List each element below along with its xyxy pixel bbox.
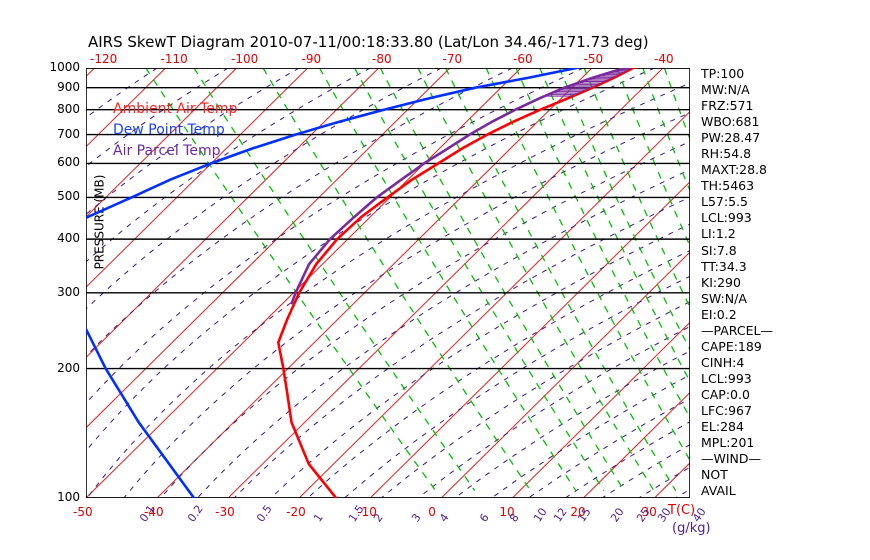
mixing-ratio-tick: 0.5 (254, 502, 275, 525)
sounding-parameters-panel: TP:100 MW:N/A FRZ:571 WBO:681 PW:28.47 RH:54.… (701, 66, 861, 499)
pressure-tick: 600 (57, 155, 80, 170)
skewt-svg (86, 68, 690, 498)
mixing-ratio-tick: 20 (607, 505, 627, 525)
top-temp-tick: -40 (654, 52, 674, 66)
panel-row: CAPE:189 (701, 338, 762, 354)
legend-item: Dew Point Temp (113, 122, 225, 138)
panel-row: —PARCEL— (701, 322, 773, 338)
panel-row: TP:100 (701, 66, 745, 81)
panel-row: MW:N/A (701, 82, 750, 98)
page-title: AIRS SkewT Diagram 2010-07-11/00:18:33.8… (88, 33, 649, 51)
panel-row: SI:7.8 (701, 242, 737, 258)
top-temp-tick: -120 (90, 52, 118, 66)
mixing-ratio-tick: 1 (310, 511, 326, 525)
top-temp-tick: -70 (442, 52, 463, 66)
bottom-temp-tick: 10 (499, 505, 515, 519)
bottom-temp-tick: -40 (144, 505, 164, 519)
panel-row: FRZ:571 (701, 98, 754, 114)
bottom-temp-tick: -10 (357, 505, 377, 519)
panel-row: LCL:993 (701, 210, 752, 226)
panel-row: KI:290 (701, 274, 741, 290)
panel-row: TH:5463 (701, 178, 755, 194)
pressure-tick: 900 (57, 79, 80, 94)
top-temp-tick: -90 (301, 52, 322, 66)
panel-row: LFC:967 (701, 402, 752, 418)
x-axis-title-mix: (g/kg) (672, 521, 711, 536)
bottom-temp-tick: -30 (215, 505, 235, 519)
bottom-temp-tick: -50 (73, 505, 93, 519)
pressure-tick: 300 (57, 284, 80, 299)
pressure-tick: 200 (57, 360, 80, 375)
mixing-ratio-tick: 4 (436, 511, 452, 525)
pressure-tick: 1000 (49, 60, 80, 74)
bottom-temp-tick: -20 (286, 505, 306, 519)
panel-row: LI:1.2 (701, 226, 736, 242)
bottom-temp-tick: 20 (570, 505, 586, 519)
top-temp-tick: -80 (372, 52, 392, 66)
panel-row: L57:5.5 (701, 194, 748, 210)
panel-row: LCL:993 (701, 370, 752, 386)
mixing-ratio-tick: 2 (371, 511, 386, 525)
panel-row: MPL:201 (701, 435, 755, 451)
pressure-tick: 500 (57, 189, 80, 204)
top-temp-tick: -100 (231, 52, 259, 66)
top-temp-tick: -110 (160, 52, 188, 66)
mixing-ratio-tick: 12 (550, 505, 570, 525)
pressure-tick: 400 (57, 231, 80, 246)
panel-row: PW:28.47 (701, 130, 761, 146)
panel-row: TT:34.3 (701, 258, 747, 274)
mixing-ratio-tick: 6 (477, 511, 492, 525)
panel-row: SW:N/A (701, 290, 747, 306)
mixing-ratio-tick: 8 (506, 511, 522, 525)
panel-row: WBO:681 (701, 114, 760, 130)
pressure-tick: 100 (57, 490, 80, 504)
plot-area (86, 68, 690, 498)
panel-row: CINH:4 (701, 354, 745, 370)
pressure-tick: 800 (57, 101, 80, 116)
panel-row: NOT (701, 467, 728, 483)
panel-row: EL:284 (701, 419, 744, 435)
legend-item: Ambient Air Temp (113, 101, 238, 117)
x-axis-title-temp: T(C) (668, 503, 696, 518)
top-temp-tick: -60 (513, 52, 533, 66)
panel-row: CAP:0.0 (701, 386, 750, 402)
legend-item: Air Parcel Temp (113, 143, 221, 159)
panel-row: AVAIL (701, 483, 736, 499)
pressure-tick: 700 (57, 126, 80, 141)
panel-row: RH:54.8 (701, 146, 752, 162)
mixing-ratio-tick: 3 (408, 511, 424, 525)
bottom-temp-tick: 0 (428, 505, 436, 519)
mixing-ratio-tick: 10 (530, 505, 550, 525)
mixing-ratio-tick: 0.2 (185, 502, 206, 525)
bottom-temp-tick: 30 (641, 505, 657, 519)
panel-row: MAXT:28.8 (701, 162, 767, 178)
panel-row: EI:0.2 (701, 306, 737, 322)
top-temp-tick: -50 (583, 52, 604, 66)
panel-row: —WIND— (701, 451, 762, 467)
